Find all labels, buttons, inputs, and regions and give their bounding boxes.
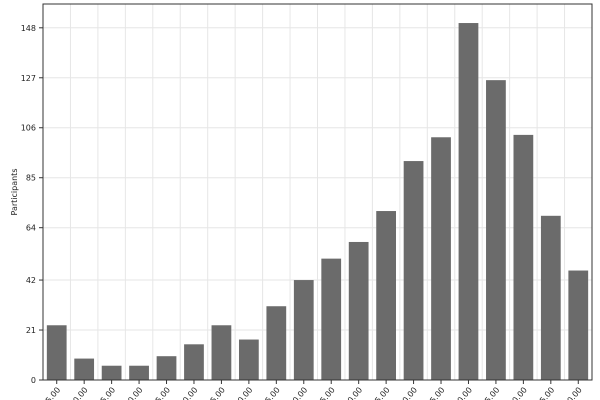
y-tick-label: 64 <box>26 224 36 233</box>
x-tick-label: 105.00 <box>531 386 556 400</box>
bar <box>403 161 424 380</box>
bar <box>184 344 204 380</box>
x-tick-label: 15.00 <box>41 386 63 400</box>
y-tick-label: 127 <box>21 74 36 83</box>
y-tick-label: 85 <box>26 174 36 183</box>
x-tick-label: 40.00 <box>178 386 200 400</box>
x-tick-label: 50.00 <box>233 386 255 400</box>
x-tick-label: 45.00 <box>205 386 227 400</box>
grid-lines <box>43 4 592 380</box>
bar <box>46 325 67 380</box>
bar <box>74 358 95 380</box>
x-tick-label: 30.00 <box>123 386 145 400</box>
y-axis-title: Participants <box>10 169 19 216</box>
bar <box>431 137 451 380</box>
x-tick-label: 65.00 <box>315 386 337 400</box>
bar <box>156 356 177 380</box>
bar <box>293 280 314 380</box>
x-tick-label: 35.00 <box>150 386 172 400</box>
x-tick-label: 25.00 <box>96 386 118 400</box>
y-tick-label: 21 <box>26 326 36 335</box>
bar <box>129 365 149 380</box>
bar <box>348 241 369 380</box>
x-axis-ticks: 15.00 20.00 25.00 30.00 35.00 40.00 45.00 50.00… <box>41 380 584 400</box>
bar <box>376 211 396 380</box>
x-tick-label: 110.00 <box>559 386 584 400</box>
x-tick-label: 55.00 <box>260 386 282 400</box>
bar <box>568 270 589 380</box>
bars <box>46 23 589 381</box>
y-tick-label: 42 <box>26 276 36 285</box>
bar <box>513 134 534 380</box>
bar <box>321 258 342 380</box>
x-tick-label: 75.00 <box>370 386 392 400</box>
y-tick-label: 0 <box>31 376 36 385</box>
x-tick-label: 70.00 <box>343 386 365 400</box>
plot-frame <box>42 3 593 381</box>
x-tick-label: 80.00 <box>397 386 419 400</box>
x-tick-label: 100.00 <box>504 386 529 400</box>
y-tick-label: 106 <box>21 124 36 133</box>
bar <box>486 80 506 381</box>
x-tick-label: 95.00 <box>480 386 502 400</box>
x-tick-label: 20.00 <box>68 386 90 400</box>
bar <box>101 365 122 380</box>
bar <box>266 306 287 380</box>
x-tick-label: 90.00 <box>452 386 474 400</box>
y-axis-ticks: 0 21 42 64 85 106 127 148 <box>21 24 43 385</box>
bar <box>238 339 259 380</box>
bar <box>211 325 232 380</box>
bar <box>540 215 561 380</box>
bar <box>458 23 479 380</box>
x-tick-label: 85.00 <box>425 386 447 400</box>
x-tick-label: 60.00 <box>288 386 310 400</box>
y-tick-label: 148 <box>21 24 36 33</box>
